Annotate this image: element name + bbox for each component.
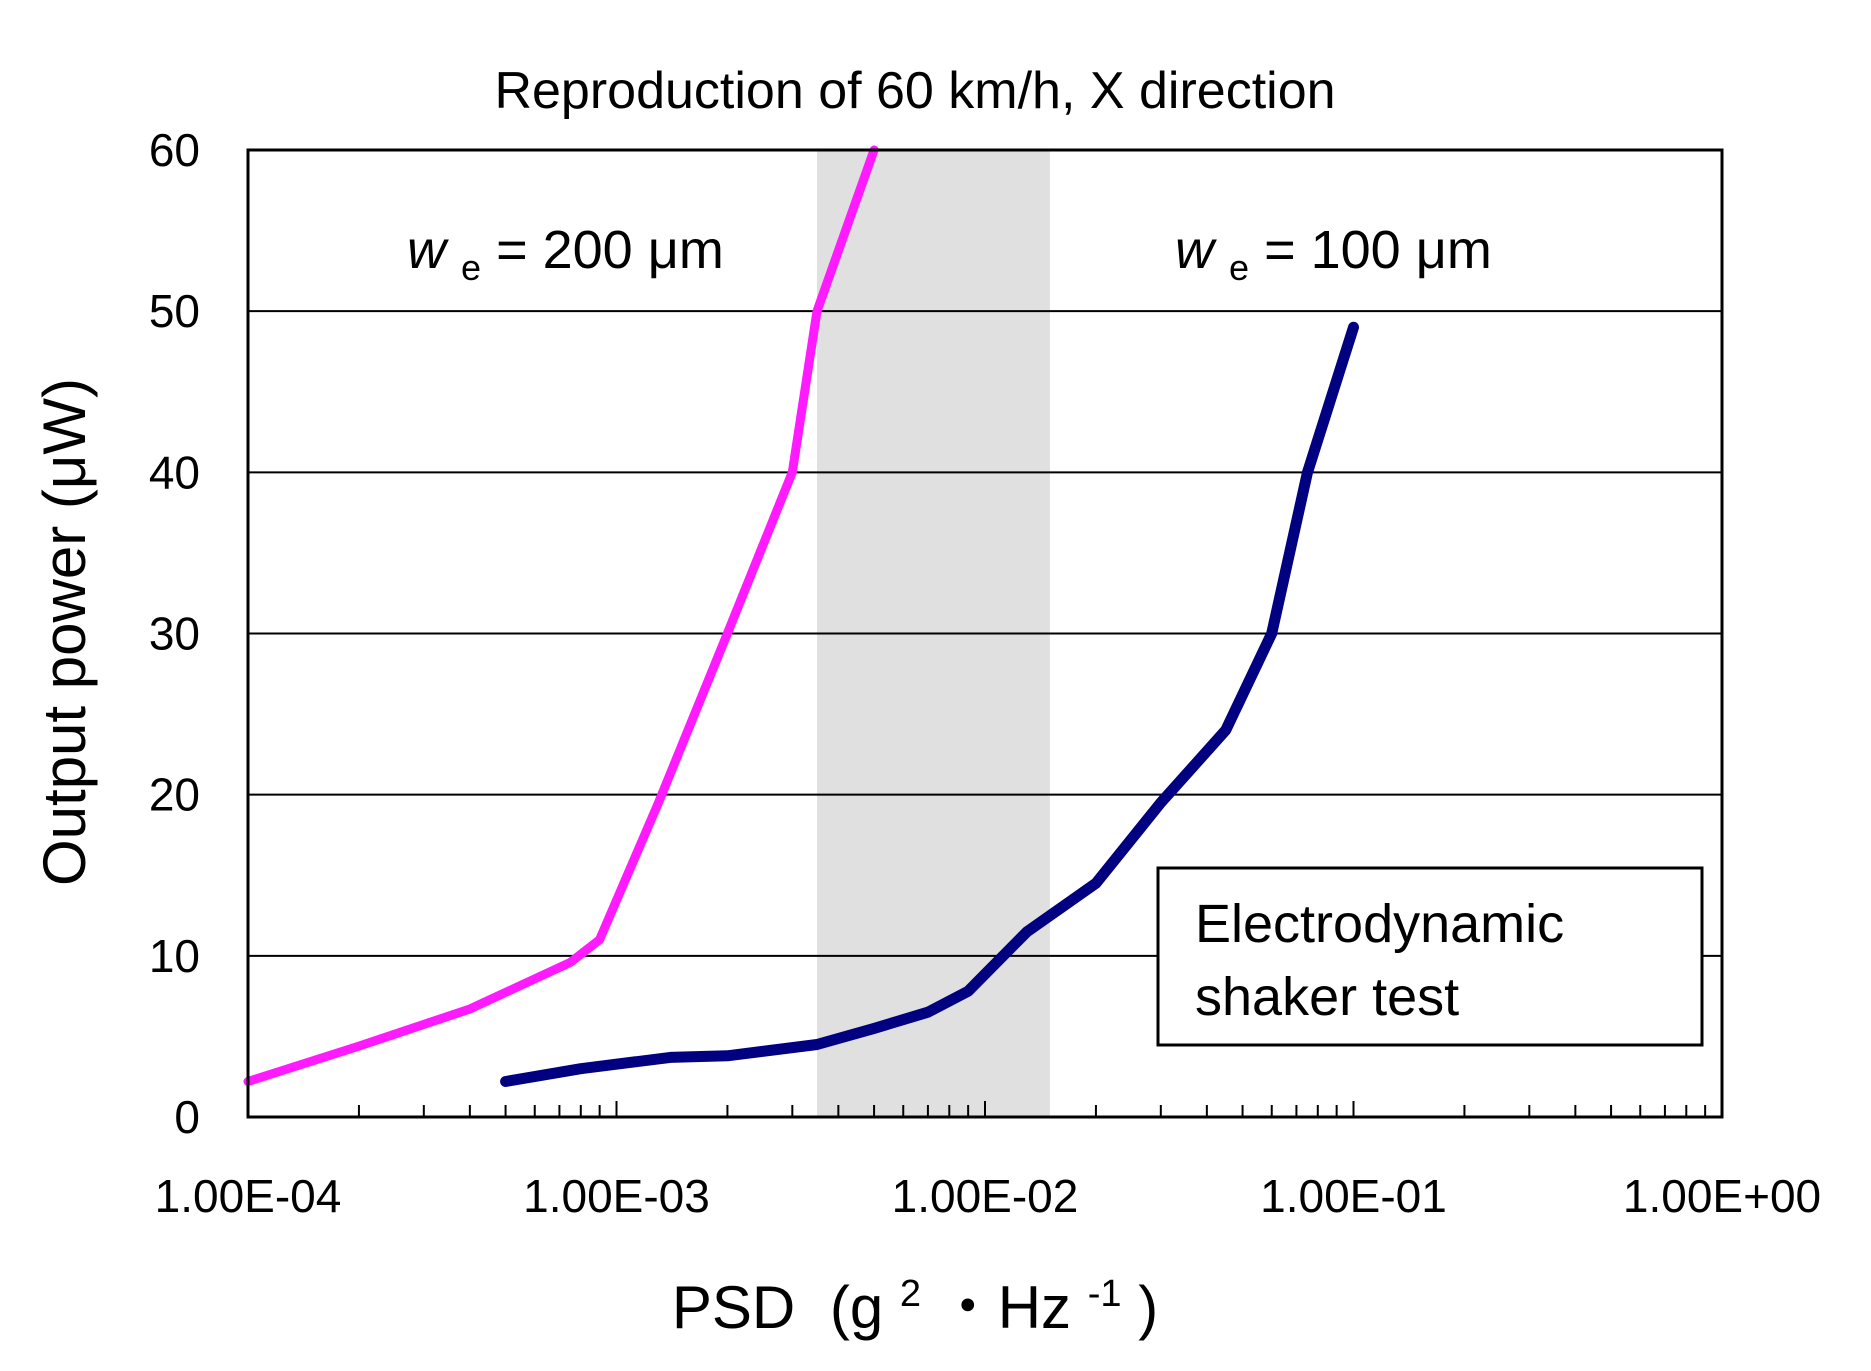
x-axis-label-sup1: 2 [900, 1273, 921, 1315]
series-label-100: w e = 100 μm [1175, 220, 1492, 292]
tick-layer [357, 1101, 1707, 1117]
legend-frame [1156, 866, 1704, 1047]
x-axis-label-close: ) [1138, 1274, 1158, 1341]
series-layer [243, 145, 1359, 1087]
y-tick-label: 30 [149, 608, 200, 660]
series-line-0 [243, 145, 879, 1086]
y-tick-label: 40 [149, 446, 200, 498]
x-tick-label: 1.00E+00 [1623, 1170, 1821, 1222]
x-axis-label-open: (g [830, 1274, 883, 1341]
series-label-200: w e = 200 μm [407, 220, 724, 292]
x-axis-label: PSD (g 2 ・Hz -1 ) [672, 1252, 1158, 1341]
series-label-200-w: w [407, 220, 449, 280]
legend-line-1: Electrodynamic [1195, 894, 1564, 954]
x-axis-label-main: PSD [672, 1274, 795, 1341]
chart-title: Reproduction of 60 km/h, X direction [494, 62, 1335, 120]
x-axis-label-mid: ・Hz [938, 1274, 1071, 1341]
y-tick-label: 10 [149, 930, 200, 982]
y-tick-label: 20 [149, 769, 200, 821]
x-tick-label: 1.00E-04 [155, 1170, 342, 1222]
series-label-100-rest: = 100 μm [1264, 220, 1492, 280]
legend-line-2: shaker test [1195, 967, 1459, 1027]
x-tick-labels: 1.00E-04 1.00E-03 1.00E-02 1.00E-01 1.00E+00 [155, 1170, 1821, 1222]
y-axis-label: Output power (μW) [31, 378, 98, 886]
x-tick-label: 1.00E-02 [892, 1170, 1079, 1222]
y-tick-labels: 0 10 20 30 40 50 60 [149, 124, 200, 1143]
y-tick-label: 60 [149, 124, 200, 176]
series-label-100-sub: e [1229, 247, 1249, 288]
y-tick-label: 0 [174, 1091, 200, 1143]
x-axis-label-sup2: -1 [1088, 1273, 1122, 1315]
series-label-100-w: w [1175, 220, 1217, 280]
plot-frame [246, 148, 1724, 1119]
y-tick-label: 50 [149, 285, 200, 337]
series-label-200-sub: e [461, 247, 481, 288]
legend-box: Electrodynamic shaker test [1156, 866, 1704, 1047]
x-tick-label: 1.00E-03 [523, 1170, 710, 1222]
series-label-200-rest: = 200 μm [496, 220, 724, 280]
x-tick-label: 1.00E-01 [1260, 1170, 1447, 1222]
